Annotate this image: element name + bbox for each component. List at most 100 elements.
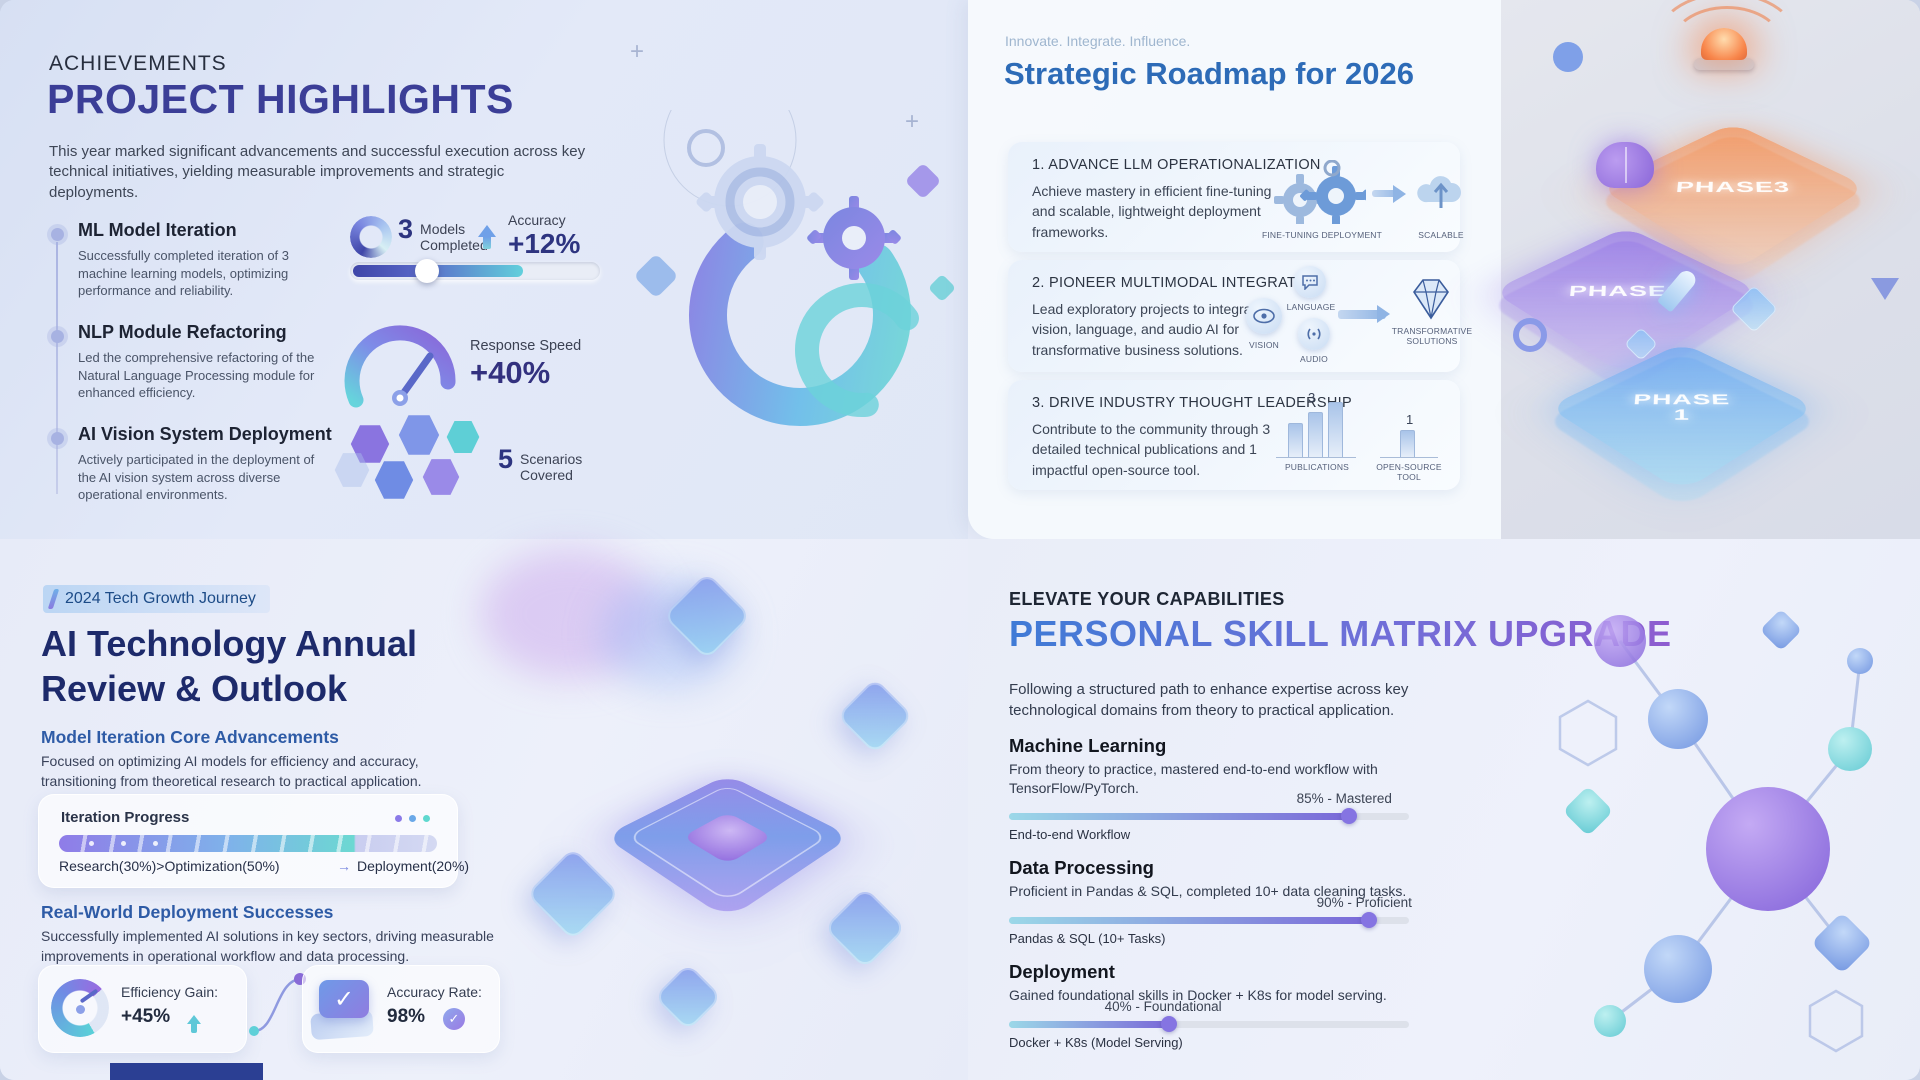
chip-core bbox=[682, 811, 773, 864]
up-arrow-icon bbox=[187, 1008, 201, 1033]
slider-fill bbox=[1009, 917, 1369, 924]
roadmap-card-heading: 3. DRIVE INDUSTRY THOUGHT LEADERSHIP bbox=[1032, 395, 1352, 411]
timeline-dot bbox=[51, 330, 64, 343]
roadmap-card-heading: 2. PIONEER MULTIMODAL INTEGRATION bbox=[1032, 275, 1323, 291]
roadmap-kicker: Innovate. Integrate. Influence. bbox=[1005, 33, 1191, 49]
iteration-progress-card: Iteration Progress Research(30%)>Optimiz… bbox=[38, 794, 469, 888]
panel-strategic-roadmap: Innovate. Integrate. Influence. Strategi… bbox=[968, 0, 1501, 539]
skill-slider-ml[interactable] bbox=[1009, 808, 1409, 824]
skill-sub-label: End-to-end Workflow bbox=[1009, 827, 1131, 842]
slider-knob[interactable] bbox=[1361, 912, 1377, 928]
stat-accuracy: Accuracy +12% bbox=[508, 212, 580, 260]
signal-arc bbox=[1653, 0, 1801, 98]
arrow-icon bbox=[1372, 185, 1406, 203]
section-desc: Focused on optimizing AI models for effi… bbox=[41, 753, 422, 789]
skill-caption-row: 90% - Proficient bbox=[1316, 895, 1412, 910]
skills-title: PERSONAL SKILL MATRIX UPGRADE bbox=[1009, 613, 1672, 654]
roadmap-card-heading: 1. ADVANCE LLM OPERATIONALIZATION bbox=[1032, 157, 1321, 173]
panel-skill-matrix: ELEVATE YOUR CAPABILITIES PERSONAL SKILL… bbox=[968, 539, 1920, 1080]
language-bubble-icon bbox=[1294, 266, 1326, 298]
skill-slider-data[interactable] bbox=[1009, 912, 1409, 928]
efficiency-value: +45% bbox=[121, 1006, 171, 1027]
roadmap-card-2: 2. PIONEER MULTIMODAL INTEGRATION Lead e… bbox=[1008, 260, 1472, 372]
slider-knob[interactable] bbox=[415, 259, 439, 283]
skill-name: Deployment bbox=[1009, 961, 1115, 982]
decor-cube bbox=[836, 677, 914, 755]
progress-right-label: Deployment(20%) bbox=[357, 858, 470, 874]
decor-plus-icon: + bbox=[630, 38, 645, 65]
slider-fill bbox=[1009, 813, 1349, 820]
skill-name: Data Processing bbox=[1009, 857, 1154, 878]
diamond-icon bbox=[1413, 279, 1449, 320]
models-value: 3 bbox=[398, 214, 414, 244]
brain-chip-icon bbox=[1596, 142, 1654, 188]
check-badge-icon: ✓ bbox=[443, 1008, 465, 1030]
skill-caption-row: 40% - Foundational bbox=[1104, 999, 1222, 1014]
accuracy-label: Accuracy bbox=[508, 212, 566, 228]
molecule-illustration bbox=[1558, 611, 1873, 1053]
icon-label: TRANSFORMATIVE SOLUTIONS bbox=[1391, 326, 1473, 346]
skill-desc: From theory to practice, mastered end-to… bbox=[1009, 761, 1378, 796]
models-progress-slider[interactable] bbox=[350, 259, 600, 283]
skill-name: Machine Learning bbox=[1009, 735, 1167, 756]
response-gauge-icon bbox=[344, 325, 456, 408]
response-value: +40% bbox=[470, 354, 551, 390]
scenarios-label: Scenarios Covered bbox=[520, 451, 583, 484]
icon-label: LANGUAGE bbox=[1286, 302, 1336, 312]
big-arrow-icon bbox=[1338, 305, 1390, 323]
accuracy-value: +12% bbox=[508, 228, 581, 260]
timeline-dot bbox=[51, 228, 64, 241]
section-desc: Successfully implemented AI solutions in… bbox=[41, 928, 494, 964]
roadmap-card-desc: Contribute to the community through 3 de… bbox=[1032, 421, 1271, 478]
audio-icon bbox=[1298, 318, 1330, 350]
icon-label: FINE-TUNING DEPLOYMENT bbox=[1261, 230, 1383, 240]
phase3-label: PHASE3 bbox=[1675, 178, 1791, 196]
roadmap-card-1: 1. ADVANCE LLM OPERATIONALIZATION Achiev… bbox=[1008, 142, 1464, 252]
slider-knob[interactable] bbox=[1161, 1016, 1177, 1032]
skill-caption-row: 85% - Mastered bbox=[1296, 791, 1392, 806]
accuracy-rate-label: Accuracy Rate: bbox=[387, 984, 482, 1000]
icon-label: AUDIO bbox=[1300, 354, 1328, 364]
efficiency-card: Efficiency Gain: +45% bbox=[38, 965, 247, 1053]
ai-chip-illustration bbox=[603, 774, 852, 920]
gears-icon bbox=[1274, 160, 1366, 224]
skill-slider-deploy[interactable] bbox=[1009, 1016, 1409, 1032]
iteration-progress-bar bbox=[59, 835, 437, 852]
timeline-item-desc: Actively participated in the deployment … bbox=[78, 452, 315, 503]
timeline-item-title: AI Vision System Deployment bbox=[78, 424, 332, 444]
review-title: AI Technology Annual Review & Outlook bbox=[41, 623, 417, 709]
decor-triangle bbox=[1871, 278, 1899, 300]
decor-ring bbox=[1513, 318, 1547, 352]
check-box-icon: ✓ bbox=[319, 980, 369, 1018]
skill-desc: Gained foundational skills in Docker + K… bbox=[1009, 987, 1387, 1003]
ph-title: PROJECT HIGHLIGHTS bbox=[47, 76, 514, 122]
ph-kicker: ACHIEVEMENTS bbox=[49, 52, 227, 75]
connector-line bbox=[249, 973, 306, 1036]
stat-scenarios: 5 Scenarios Covered bbox=[498, 444, 582, 483]
decor-cube bbox=[823, 886, 907, 970]
vision-eye-icon bbox=[1246, 298, 1282, 334]
slider-knob[interactable] bbox=[1341, 808, 1357, 824]
section-heading: Real-World Deployment Successes bbox=[41, 902, 334, 922]
cloud-upload-icon bbox=[1417, 176, 1462, 208]
roadmap-card-desc: Achieve mastery in efficient fine-tuning… bbox=[1032, 183, 1272, 240]
progress-arrow: → bbox=[337, 858, 351, 874]
timeline-item-desc: Successfully completed iteration of 3 ma… bbox=[78, 248, 289, 299]
stat-response: Response Speed +40% bbox=[470, 338, 581, 391]
response-label: Response Speed bbox=[470, 338, 582, 354]
skills-kicker: ELEVATE YOUR CAPABILITIES bbox=[1009, 589, 1285, 609]
roadmap-card-3: 3. DRIVE INDUSTRY THOUGHT LEADERSHIP Con… bbox=[1008, 380, 1460, 490]
timeline-dot bbox=[51, 432, 64, 445]
efficiency-label: Efficiency Gain: bbox=[121, 984, 219, 1000]
gauge-hub bbox=[76, 1005, 85, 1014]
models-donut-icon bbox=[350, 216, 392, 258]
panel-project-highlights: ACHIEVEMENTS PROJECT HIGHLIGHTS This yea… bbox=[0, 0, 968, 539]
roadmap-card-desc: Lead exploratory projects to integrate v… bbox=[1032, 301, 1264, 358]
decor-cube bbox=[654, 963, 722, 1031]
icon-label: SCALABLE bbox=[1418, 230, 1464, 240]
skills-description: Following a structured path to enhance e… bbox=[1009, 681, 1409, 719]
models-label: Models Completed bbox=[420, 221, 488, 254]
year-badge: 2024 Tech Growth Journey bbox=[43, 585, 270, 613]
badge-text: 2024 Tech Growth Journey bbox=[65, 590, 256, 607]
